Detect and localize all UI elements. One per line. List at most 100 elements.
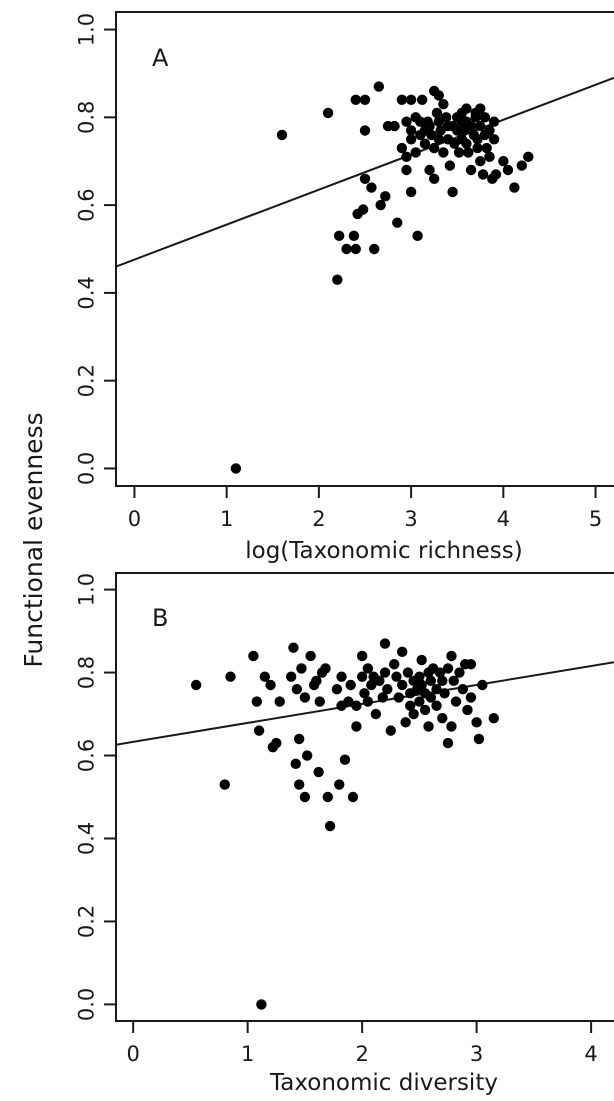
data-point bbox=[324, 820, 336, 832]
data-point bbox=[446, 650, 457, 662]
data-point bbox=[473, 733, 485, 745]
data-point bbox=[437, 712, 448, 724]
data-point bbox=[393, 692, 404, 703]
data-point bbox=[377, 692, 388, 703]
data-point bbox=[389, 120, 400, 132]
data-point bbox=[450, 696, 462, 707]
data-point bbox=[477, 679, 488, 691]
data-point bbox=[477, 169, 489, 180]
data-point bbox=[424, 164, 435, 176]
data-point bbox=[405, 186, 417, 198]
data-point bbox=[288, 642, 299, 653]
y-tick-label: 1.0 bbox=[74, 573, 98, 606]
data-point bbox=[423, 721, 434, 732]
data-point bbox=[299, 791, 311, 803]
data-point bbox=[442, 663, 454, 674]
data-point bbox=[484, 125, 495, 136]
x-tick-label: 3 bbox=[470, 1042, 483, 1066]
data-point bbox=[357, 204, 369, 215]
data-point bbox=[348, 230, 360, 242]
data-point bbox=[452, 125, 463, 136]
y-tick-label: 1.0 bbox=[74, 13, 98, 46]
x-tick-label: 3 bbox=[404, 507, 417, 531]
x-tick-label: 2 bbox=[355, 1042, 368, 1066]
data-point bbox=[431, 107, 443, 119]
data-point bbox=[444, 160, 456, 171]
data-point bbox=[410, 147, 421, 158]
data-point bbox=[400, 717, 411, 728]
data-point bbox=[320, 663, 331, 674]
data-point bbox=[434, 667, 446, 678]
data-point bbox=[347, 791, 359, 803]
data-point bbox=[457, 683, 469, 695]
y-tick-label: 0.4 bbox=[74, 822, 98, 855]
data-point bbox=[274, 696, 285, 707]
data-point bbox=[465, 120, 477, 132]
data-point bbox=[331, 683, 343, 695]
data-point bbox=[405, 125, 417, 136]
data-point bbox=[230, 463, 242, 474]
data-point bbox=[437, 675, 448, 687]
data-point bbox=[314, 696, 325, 707]
data-point bbox=[419, 138, 431, 149]
panel-a: 0.0 0.2 0.4 0.6 0.8 1.0 0 1 2 3 4 5 log(Taxonomic ri… bbox=[74, 11, 614, 564]
data-point bbox=[509, 182, 520, 193]
panel-label: B bbox=[152, 604, 168, 632]
data-point bbox=[341, 243, 352, 255]
data-point bbox=[472, 142, 483, 154]
data-point bbox=[366, 182, 377, 193]
data-point bbox=[414, 671, 425, 682]
y-tick-label: 0.2 bbox=[74, 905, 98, 938]
y-tick-label: 0.2 bbox=[74, 364, 98, 397]
data-point bbox=[424, 120, 435, 132]
data-point bbox=[415, 116, 426, 127]
x-axis-label: log(Taxonomic richness) bbox=[245, 538, 522, 564]
data-point bbox=[416, 679, 427, 691]
x-tick-label: 0 bbox=[126, 1042, 139, 1066]
data-point bbox=[498, 156, 509, 167]
data-point bbox=[401, 116, 412, 127]
data-point bbox=[391, 671, 402, 682]
data-point bbox=[293, 733, 305, 745]
data-point bbox=[373, 81, 385, 92]
data-point bbox=[248, 650, 259, 662]
data-point bbox=[345, 679, 356, 691]
data-point bbox=[438, 147, 449, 158]
data-point bbox=[322, 791, 333, 803]
data-point bbox=[356, 671, 368, 682]
data-point bbox=[425, 692, 437, 703]
data-point bbox=[416, 94, 428, 105]
data-point bbox=[442, 737, 454, 749]
data-point bbox=[490, 169, 502, 180]
y-tick-label: 0.0 bbox=[74, 988, 98, 1021]
data-point bbox=[438, 98, 449, 110]
plot-frame bbox=[115, 11, 614, 487]
data-point bbox=[380, 191, 391, 202]
data-point bbox=[336, 700, 347, 711]
x-tick-label: 4 bbox=[584, 1042, 597, 1066]
data-point bbox=[425, 675, 437, 687]
regression-line bbox=[115, 76, 614, 268]
x-tick-label: 0 bbox=[128, 507, 141, 531]
data-point bbox=[433, 90, 444, 101]
data-point bbox=[333, 230, 345, 242]
data-point bbox=[311, 675, 322, 687]
data-point bbox=[322, 107, 334, 119]
data-point bbox=[447, 186, 458, 198]
data-point bbox=[461, 138, 472, 149]
plot-frame bbox=[115, 572, 614, 1022]
data-point bbox=[431, 683, 442, 695]
data-point bbox=[440, 112, 452, 123]
y-tick-label: 0.6 bbox=[74, 739, 98, 772]
data-point bbox=[385, 725, 396, 736]
data-point bbox=[397, 646, 408, 658]
data-point bbox=[301, 750, 313, 761]
data-point bbox=[351, 700, 362, 711]
data-point bbox=[219, 779, 230, 790]
data-point bbox=[439, 688, 450, 699]
panel-b: 0.0 0.2 0.4 0.6 0.8 1.0 0 1 2 3 4 Taxonomic diversi… bbox=[74, 572, 614, 1096]
data-point bbox=[414, 696, 425, 707]
x-tick-label: 5 bbox=[589, 507, 602, 531]
data-point bbox=[265, 679, 276, 691]
data-point bbox=[402, 667, 414, 678]
